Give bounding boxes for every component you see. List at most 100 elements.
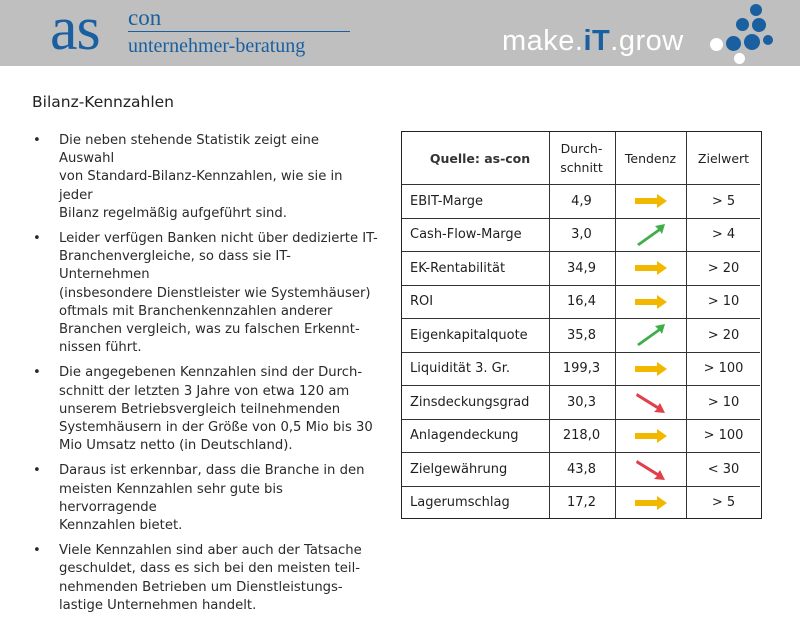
metric-target: > 10 (707, 294, 740, 310)
table-row: Anlagendeckung 218,0 > 100 (402, 418, 760, 453)
metric-name: EBIT-Marge (410, 193, 483, 209)
bullet-line: meisten Kennzahlen sehr gute bis hervorr… (59, 481, 283, 515)
bullet-item: • Daraus ist erkennbar, dass die Branche … (30, 462, 378, 535)
logo-as: as (50, 0, 101, 63)
kennzahlen-table: Quelle: as-con Durch-schnitt Tendenz Zie… (401, 131, 762, 519)
logo-con: con (128, 5, 162, 30)
metric-trend (615, 453, 686, 486)
table-row: Cash-Flow-Marge 3,0 > 4 (402, 217, 760, 252)
dot-icon (752, 18, 766, 32)
bullet-line: Die angegebenen Kennzahlen sind der Durc… (59, 365, 363, 381)
metric-average: 35,8 (567, 327, 596, 343)
column-divider (615, 132, 616, 518)
metric-target: > 5 (711, 495, 736, 511)
slogan-it: iT (583, 25, 611, 57)
dot-icon (763, 35, 773, 45)
metric-name: Cash-Flow-Marge (410, 227, 522, 243)
metric-trend (615, 420, 686, 453)
table-row: Eigenkapitalquote 35,8 > 20 (402, 318, 760, 352)
bullet-line: Branchen vergleich, was zu falschen Erke… (59, 322, 360, 338)
bullet-line: Viele Kennzahlen sind aber auch der Tats… (59, 543, 362, 559)
trend-arrow-icon (636, 324, 665, 347)
trend-arrow-icon (634, 294, 667, 309)
bullet-line: Branchenvergleiche, so dass sie IT-Unter… (59, 249, 291, 283)
table-header-row: Quelle: as-con Durch-schnitt Tendenz Zie… (402, 132, 760, 184)
metric-average: 17,2 (567, 495, 596, 511)
metric-target: > 5 (711, 193, 736, 209)
bullet-line: Daraus ist erkennbar, dass die Branche i… (59, 463, 365, 479)
header-band: as con unternehmer-beratung make.iT.grow (0, 0, 800, 66)
metric-average: 16,4 (567, 294, 596, 310)
metric-name: Lagerumschlag (410, 495, 510, 511)
trend-arrow-icon (634, 495, 667, 510)
metric-trend (615, 185, 686, 218)
metric-average: 4,9 (571, 193, 592, 209)
bullet-icon: • (33, 463, 41, 479)
metric-target: > 10 (707, 394, 740, 410)
logo-divider (128, 31, 350, 32)
metric-name: EK-Rentabilität (410, 260, 506, 276)
trend-arrow-icon (636, 223, 665, 246)
bullet-line: nehmenden Betrieben um Dienstleistungs- (59, 579, 343, 595)
bullet-line: Bilanz regelmäßig aufgeführt sind. (59, 205, 287, 221)
bullet-icon: • (33, 365, 41, 381)
bullet-icon: • (33, 231, 41, 247)
dot-icon (734, 53, 745, 64)
logo-subtitle: unternehmer-beratung (128, 35, 306, 57)
bullet-item: • Die angegebenen Kennzahlen sind der Dur… (30, 364, 378, 455)
bullet-icon: • (33, 543, 41, 559)
bullet-line: schnitt der letzten 3 Jahre von etwa 120… (59, 383, 350, 399)
column-divider (686, 132, 687, 518)
bullet-line: (insbesondere Dienstleister wie Systemhä… (59, 285, 371, 301)
metric-trend (615, 487, 686, 520)
table-row: EBIT-Marge 4,9 > 5 (402, 184, 760, 218)
table-row: Liquidität 3. Gr. 199,3 > 100 (402, 351, 760, 386)
bullet-line: Kennzahlen bietet. (59, 518, 183, 534)
bullet-line: lastige Unternehmen handelt. (59, 597, 257, 613)
bullet-list: • Die neben stehende Statistik zeigt eine… (30, 132, 378, 622)
metric-target: > 100 (703, 361, 744, 377)
metric-target: > 100 (703, 428, 744, 444)
metric-name: ROI (410, 294, 434, 310)
bullet-line: nissen führt. (59, 340, 142, 356)
dot-icon (736, 18, 749, 31)
bullet-item: • Die neben stehende Statistik zeigt eine… (30, 132, 378, 223)
dot-icon (726, 36, 741, 51)
dots-logo-icon (706, 4, 776, 64)
page-title: Bilanz-Kennzahlen (32, 93, 174, 111)
metric-average: 43,8 (567, 461, 596, 477)
metric-trend (615, 353, 686, 386)
header-durchschnitt: Durch-schnitt (549, 132, 614, 184)
table-source-label: Quelle: as-con (429, 150, 531, 166)
slogan: make.iT.grow (502, 24, 684, 58)
bullet-item: • Viele Kennzahlen sind aber auch der Tat… (30, 542, 378, 615)
bullet-line: Mio Umsatz netto (in Deutschland). (59, 438, 293, 454)
metric-average: 30,3 (567, 394, 596, 410)
metric-average: 3,0 (571, 227, 592, 243)
metric-average: 34,9 (567, 260, 596, 276)
metric-target: > 4 (711, 227, 736, 243)
header-tendenz: Tendenz (624, 150, 677, 166)
metric-trend (615, 252, 686, 285)
trend-arrow-icon (634, 361, 667, 376)
table-row: Lagerumschlag 17,2 > 5 (402, 485, 760, 520)
slogan-make: make. (502, 25, 584, 57)
column-divider (549, 132, 550, 518)
metric-trend (615, 319, 686, 352)
bullet-line: unserem Betriebsvergleich teilnehmenden (59, 401, 341, 417)
bullet-item: • Leider verfügen Banken nicht über dediz… (30, 230, 378, 357)
header-durchschnitt-line1: Durch- (560, 141, 603, 156)
trend-arrow-icon (634, 194, 667, 209)
table-row: Zielgewährung 43,8 < 30 (402, 452, 760, 486)
table-row: EK-Rentabilität 34,9 > 20 (402, 251, 760, 285)
dot-icon (750, 4, 762, 16)
metric-name: Liquidität 3. Gr. (410, 361, 511, 377)
bullet-icon: • (33, 133, 41, 148)
metric-average: 218,0 (562, 428, 601, 444)
table-row: ROI 16,4 > 10 (402, 284, 760, 319)
bullet-line: oftmals mit Branchenkennzahlen anderer (59, 303, 333, 319)
trend-arrow-icon (635, 460, 665, 481)
metric-trend (615, 386, 686, 419)
bullet-line: Leider verfügen Banken nicht über dedizi… (59, 231, 378, 247)
slogan-grow: .grow (610, 25, 684, 57)
